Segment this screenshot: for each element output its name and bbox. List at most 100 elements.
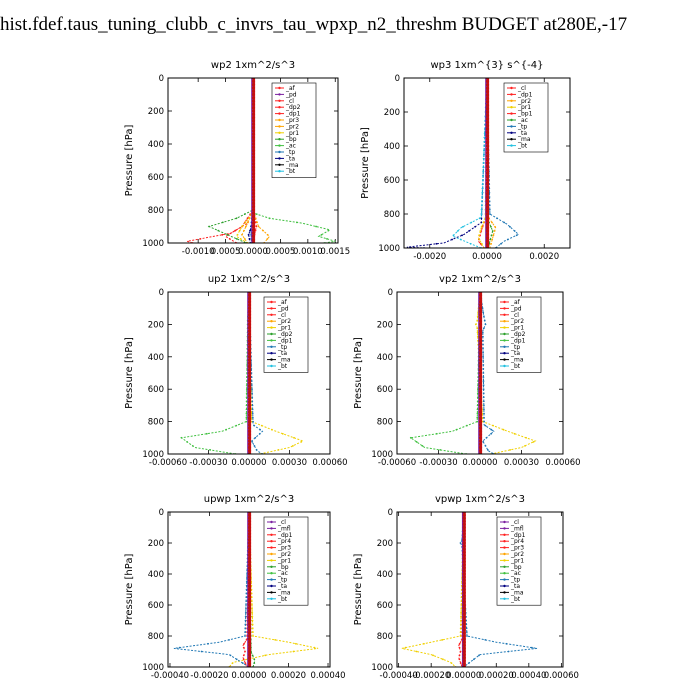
- zero-profile-marker: [247, 578, 252, 582]
- zero-profile-marker: [247, 587, 252, 592]
- zero-profile-marker: [247, 377, 252, 382]
- legend-marker: [503, 520, 506, 524]
- series-point-tp: [241, 662, 244, 664]
- series-point-tp: [481, 307, 484, 310]
- zero-profile-marker: [251, 215, 256, 219]
- legend-entry: _ta: [517, 130, 527, 137]
- legend-marker: [503, 527, 506, 530]
- series-point-tp: [531, 646, 533, 649]
- series-point-bp: [208, 225, 211, 228]
- zero-profile-marker: [247, 566, 252, 570]
- series-point-tp: [465, 627, 468, 630]
- legend-marker: [503, 326, 506, 329]
- zero-profile-marker: [247, 609, 252, 613]
- zero-profile-marker: [462, 550, 466, 554]
- series-point-dp1: [245, 408, 248, 411]
- legend-marker: [503, 364, 506, 368]
- legend-entry: _dp1: [517, 91, 533, 98]
- zero-profile-marker: [462, 544, 466, 548]
- zero-profile-marker: [247, 364, 252, 369]
- zero-profile-marker: [478, 309, 483, 314]
- series-point-dp1: [476, 420, 479, 423]
- series-point-tp: [245, 596, 248, 599]
- zero-profile-marker: [485, 219, 490, 223]
- series-point-tp: [488, 200, 491, 203]
- x-tick-label: 0.0005: [211, 247, 241, 257]
- series-point-pr1: [460, 608, 463, 610]
- zero-profile-marker: [251, 165, 256, 169]
- zero-profile-marker: [478, 300, 483, 304]
- series-point-bt: [481, 191, 484, 194]
- zero-profile-marker: [478, 407, 483, 411]
- zero-profile-marker: [462, 569, 466, 573]
- legend-marker: [503, 559, 506, 562]
- y-tick-label: 200: [148, 107, 164, 117]
- series-point-pr1: [502, 428, 505, 431]
- y-axis-label: Pressure [hPa]: [124, 125, 135, 197]
- zero-profile-marker: [251, 145, 256, 149]
- zero-profile-marker: [478, 397, 483, 401]
- series-point-dp1: [476, 412, 479, 415]
- legend-entry: _pr1: [277, 325, 291, 332]
- series-point-pr3: [247, 221, 249, 224]
- zero-profile-marker: [462, 538, 466, 542]
- y-tick-label: 0: [159, 74, 164, 84]
- chart-title: vp2 1xm^2/s^3: [439, 274, 521, 285]
- series-point-dp1: [409, 436, 412, 439]
- zero-profile-marker: [462, 556, 466, 561]
- series-point-bt: [481, 183, 484, 186]
- legend-entry: _dp2: [277, 331, 293, 338]
- series-point-pr1: [250, 420, 253, 423]
- legend-entry: _ac: [510, 570, 521, 577]
- zero-profile-marker: [247, 603, 252, 607]
- legend-marker: [510, 93, 513, 96]
- x-tick-label: -0.00030: [189, 458, 227, 468]
- series-group: [401, 512, 538, 667]
- zero-profile-marker: [478, 342, 483, 346]
- legend-entry: _af: [510, 299, 521, 306]
- series-point-bp: [253, 662, 256, 664]
- series-point-tp: [245, 608, 247, 610]
- series-point-dp1: [235, 424, 238, 427]
- series-point-ac: [327, 229, 330, 232]
- zero-profile-marker: [247, 625, 252, 629]
- series-point-pr1: [524, 445, 526, 447]
- y-tick-label: 0: [388, 288, 393, 298]
- series-point-tp: [466, 635, 468, 637]
- legend-marker: [278, 112, 281, 115]
- legend-entry: _tp: [285, 149, 295, 156]
- series-point-ta: [247, 233, 250, 236]
- zero-profile-marker: [462, 643, 466, 647]
- zero-profile-marker: [247, 403, 252, 407]
- zero-profile-marker: [485, 83, 490, 87]
- legend-entry: _pr1: [510, 325, 524, 332]
- zero-profile-marker: [485, 93, 490, 97]
- series-point-bt: [469, 242, 472, 245]
- series-point-dp1: [246, 217, 249, 220]
- x-tick-label: -0.00060: [378, 458, 416, 468]
- zero-profile-marker: [251, 211, 256, 215]
- zero-profile-marker: [485, 107, 490, 111]
- zero-profile-marker: [247, 407, 252, 411]
- series-point-pr1: [459, 635, 462, 637]
- zero-profile-marker: [478, 339, 483, 343]
- legend-marker: [270, 520, 273, 524]
- zero-profile-marker: [247, 384, 252, 388]
- x-tick-label: 0.0015: [320, 247, 350, 257]
- legend-entry: _pr1: [285, 130, 299, 137]
- zero-profile-marker: [485, 113, 490, 117]
- series-point-pr1: [476, 331, 479, 334]
- series-point-pr1: [251, 627, 254, 630]
- series-point-bt: [481, 187, 484, 190]
- series-group: [187, 78, 336, 243]
- zero-profile-marker: [247, 322, 252, 326]
- legend-marker: [278, 144, 281, 147]
- series-point-tp: [482, 347, 484, 350]
- series-point-bt: [480, 208, 483, 211]
- series-point-tp: [251, 396, 254, 399]
- zero-profile-marker: [478, 364, 483, 369]
- series-point-pr1: [415, 650, 418, 653]
- series-point-dp2: [221, 233, 224, 236]
- zero-profile-marker: [251, 92, 256, 97]
- series-point-dp1: [415, 441, 418, 443]
